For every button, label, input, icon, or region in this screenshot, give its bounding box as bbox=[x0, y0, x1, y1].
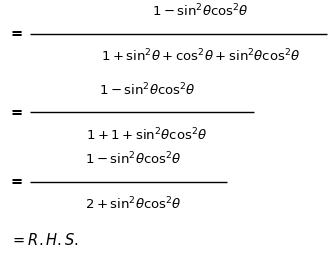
Text: $= R.H.S.$: $= R.H.S.$ bbox=[10, 232, 78, 248]
Text: $1 + 1 + \sin^2\!\theta\cos^2\!\theta$: $1 + 1 + \sin^2\!\theta\cos^2\!\theta$ bbox=[86, 126, 208, 143]
Text: $1 + \sin^2\!\theta + \cos^2\!\theta + \sin^2\!\theta\cos^2\!\theta$: $1 + \sin^2\!\theta + \cos^2\!\theta + \… bbox=[101, 48, 300, 64]
Text: =: = bbox=[10, 105, 22, 120]
Text: =: = bbox=[10, 174, 22, 189]
Text: =: = bbox=[10, 26, 22, 41]
Text: $1 - \sin^2\!\theta\cos^2\!\theta$: $1 - \sin^2\!\theta\cos^2\!\theta$ bbox=[99, 82, 195, 98]
Text: $2 + \sin^2\!\theta\cos^2\!\theta$: $2 + \sin^2\!\theta\cos^2\!\theta$ bbox=[85, 196, 182, 213]
Text: $1 - \sin^2\!\theta\cos^2\!\theta$: $1 - \sin^2\!\theta\cos^2\!\theta$ bbox=[85, 151, 182, 168]
Text: $1 - \sin^2\!\theta\cos^2\!\theta$: $1 - \sin^2\!\theta\cos^2\!\theta$ bbox=[152, 3, 249, 19]
